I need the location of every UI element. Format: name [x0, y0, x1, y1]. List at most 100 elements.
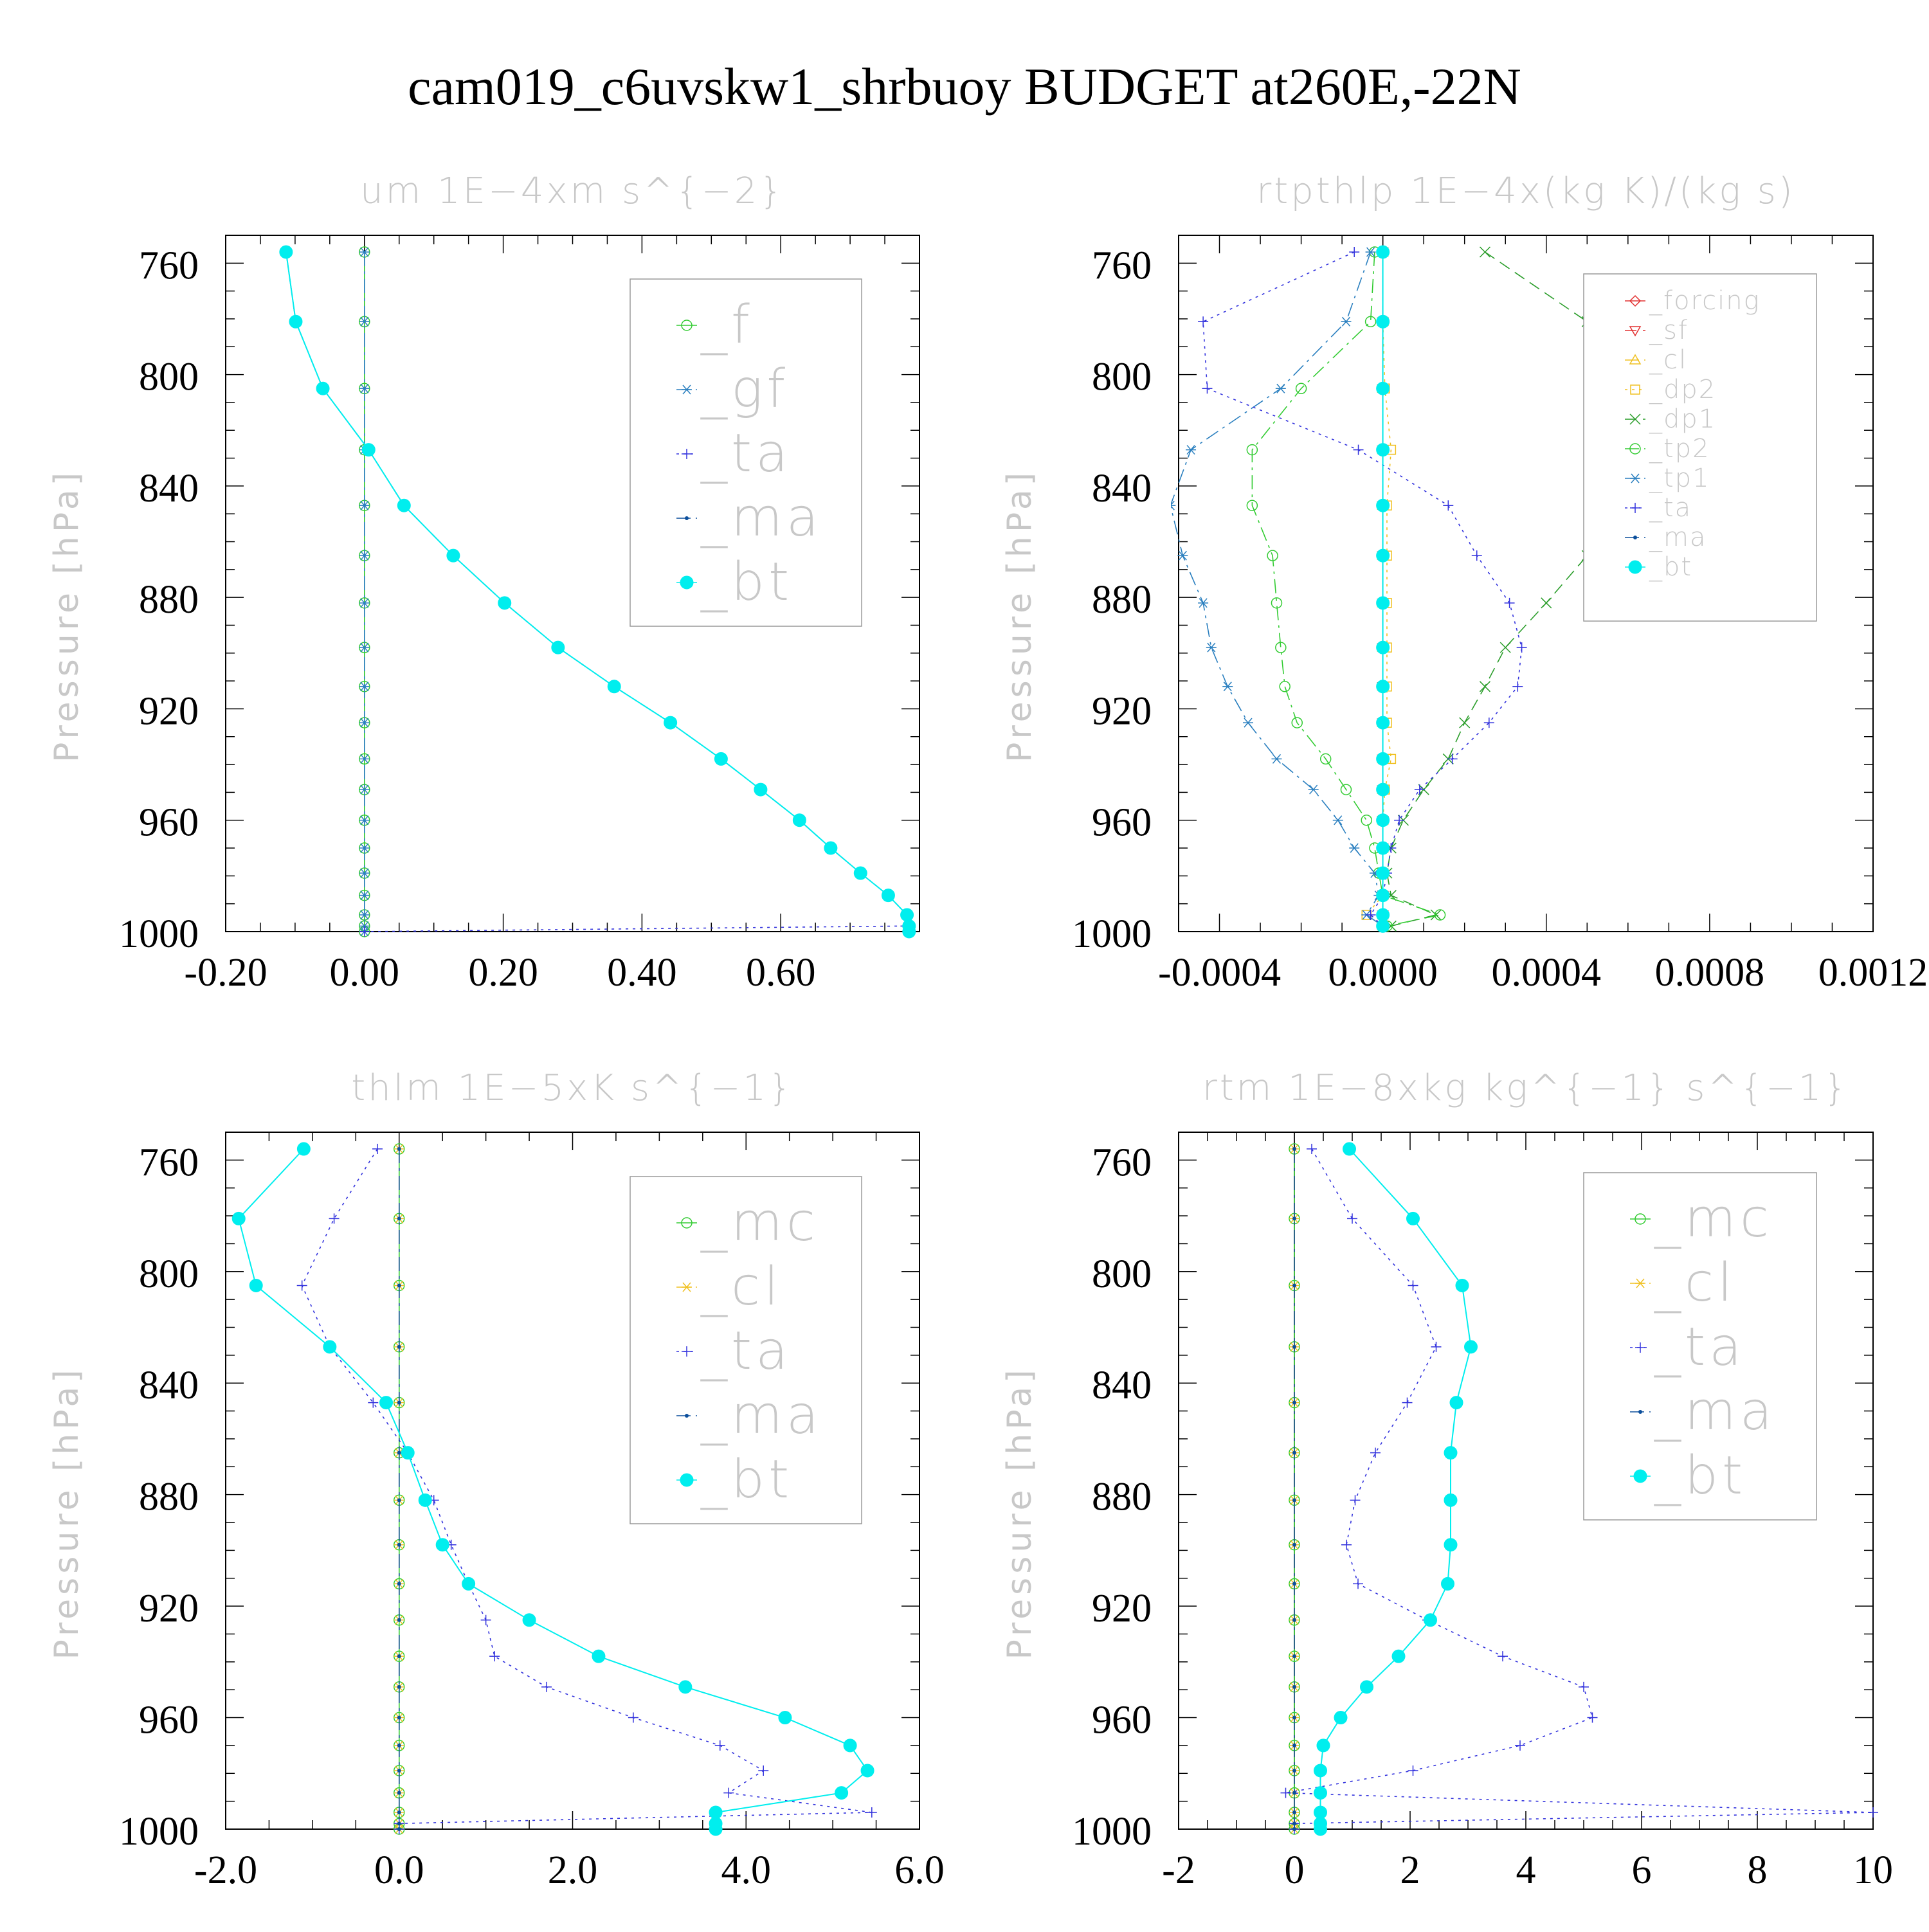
data-point_gf [359, 598, 370, 608]
data-point_ta [489, 1651, 500, 1662]
legend-label_ta: _ta [1649, 493, 1692, 523]
data-point_ma [1292, 1582, 1296, 1586]
data-point_ta [628, 1712, 638, 1723]
x-tick-label: 0.40 [607, 951, 677, 995]
legend-marker_tp2 [1629, 443, 1641, 455]
legend-marker_ma [1638, 1410, 1642, 1414]
data-point_bt [1376, 245, 1390, 259]
data-point_bt [446, 548, 460, 563]
y-tick-label: 920 [1092, 1587, 1152, 1630]
series_bt [1376, 245, 1390, 933]
y-tick-label: 800 [1092, 356, 1152, 399]
data-point_bt [881, 889, 895, 903]
data-point_ta [1443, 500, 1454, 511]
legend-marker_bt [680, 575, 694, 590]
x-tick-label: 0.60 [746, 951, 816, 995]
series_mc [1289, 1143, 1300, 1835]
x-tick-label: 2 [1400, 1848, 1420, 1892]
data-point_bt [1376, 548, 1390, 563]
data-point_ta [1414, 784, 1425, 795]
data-point_tp1 [1275, 383, 1286, 393]
data-point_bt [1455, 1278, 1469, 1292]
data-point_tp1 [1243, 718, 1253, 728]
legend-marker_ta [682, 1346, 692, 1357]
data-point_ma [397, 1283, 401, 1288]
legend-label_sf: _sf [1649, 316, 1689, 345]
data-point_tp2 [1291, 717, 1303, 728]
x-tick-label: -2 [1162, 1848, 1195, 1892]
panel-title: rtm 1E−8xkg kg^{−1} s^{−1} [1202, 1067, 1849, 1109]
data-point_bt [1376, 866, 1390, 880]
y-axis-label: Pressure [hPa] [48, 469, 86, 763]
data-point_ma [1292, 1450, 1296, 1455]
y-tick-label: 1000 [1072, 1810, 1152, 1854]
data-point_ma [397, 1344, 401, 1349]
series-line_dp2 [1366, 252, 1392, 926]
data-point_tp2 [1434, 909, 1446, 921]
data-point_ta [714, 1740, 725, 1751]
y-tick-label: 760 [1092, 244, 1152, 287]
legend-box [629, 1176, 862, 1524]
data-point_ma [1292, 1684, 1296, 1689]
series-line_bt [1319, 1148, 1472, 1829]
data-point_ta [1504, 597, 1515, 608]
legend-marker_bt [680, 1473, 694, 1487]
data-point_bt [1391, 1649, 1406, 1663]
y-tick-label: 840 [1092, 467, 1152, 510]
x-tick-label: 0.00 [330, 951, 400, 995]
data-point_ta [368, 1397, 379, 1408]
data-point_ma [397, 1498, 401, 1503]
data-point_ma [397, 1450, 401, 1455]
data-point_ta [541, 1681, 552, 1692]
figure-title: cam019_c6uvskw1_shrbuoy BUDGET at260E,-2… [408, 57, 1521, 116]
x-tick-label: 0 [1285, 1848, 1305, 1892]
y-tick-label: 1000 [119, 912, 199, 956]
data-point_ta [758, 1765, 769, 1776]
data-point_bt [296, 1142, 311, 1156]
data-point_bt [754, 782, 768, 797]
y-tick-label: 880 [139, 1476, 199, 1519]
series-line_tp1 [1171, 251, 1384, 926]
data-point_bt [824, 841, 838, 855]
legend-marker_cl [682, 1282, 692, 1292]
y-tick-label: 960 [139, 801, 199, 845]
y-tick-label: 800 [139, 356, 199, 399]
data-point_ma [1292, 1216, 1296, 1221]
x-tick-label: 0.0012 [1818, 951, 1928, 995]
data-point_bt [1376, 782, 1390, 797]
data-point_ta [480, 1614, 491, 1625]
data-point_ta [1515, 1740, 1525, 1751]
data-point_bt [1334, 1711, 1348, 1725]
legend-label_tp1: _tp1 [1649, 464, 1710, 493]
data-point_bt [1343, 1142, 1356, 1156]
data-point_ta [1447, 754, 1458, 764]
y-tick-label: 880 [139, 578, 199, 622]
data-point_gf [359, 815, 370, 826]
data-point_bt [1314, 1764, 1327, 1778]
data-point_gf [359, 383, 370, 393]
y-tick-label: 840 [139, 467, 199, 510]
data-point_bt [361, 443, 376, 457]
data-point_tp1 [1171, 500, 1176, 510]
legend-label_tp2: _tp2 [1649, 434, 1710, 464]
data-point_bt [1376, 680, 1390, 694]
legend-marker_mc [681, 1217, 693, 1229]
data-point_ta [1516, 642, 1527, 653]
data-point_bt [664, 716, 678, 730]
y-axis-label: Pressure [hPa] [1001, 1366, 1039, 1660]
legend-label_ma: _ma [1649, 523, 1707, 552]
series_tp2 [1246, 246, 1446, 932]
legend-label_ta: _ta [700, 423, 792, 484]
data-point_tp1 [1341, 316, 1352, 327]
y-tick-label: 800 [139, 1252, 199, 1296]
data-point_ma [1292, 1498, 1296, 1503]
data-point_bt [592, 1649, 606, 1663]
data-point_tp1 [1365, 247, 1376, 257]
data-point_ma [1292, 1827, 1296, 1831]
data-point_ma [397, 1810, 401, 1814]
data-point_ma [1292, 1147, 1296, 1151]
data-point_tp2 [1319, 753, 1332, 765]
x-tick-label: 0.0004 [1492, 951, 1602, 995]
data-point_ta [1350, 1495, 1361, 1506]
legend-marker_forcing [1629, 294, 1642, 307]
